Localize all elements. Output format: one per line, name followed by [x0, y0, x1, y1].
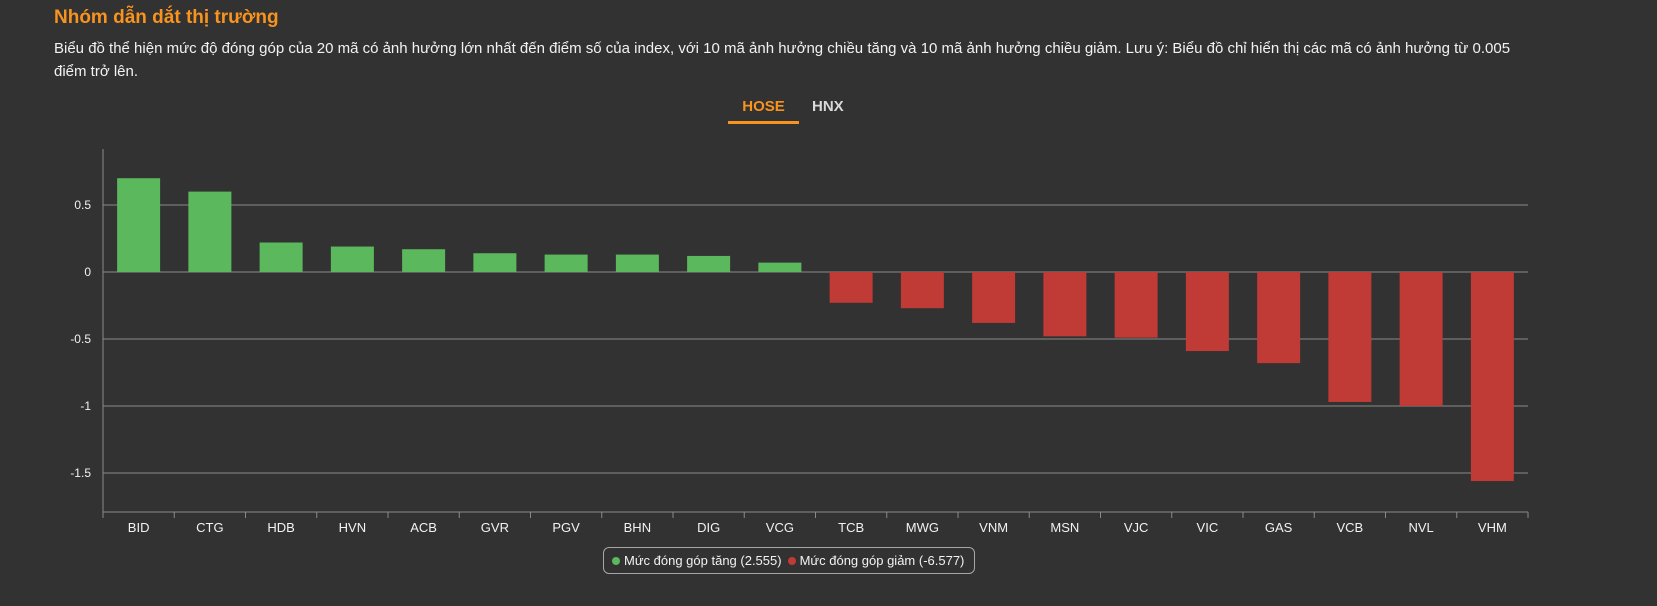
x-tick-label: VCG — [766, 520, 794, 535]
bar-hdb[interactable] — [259, 242, 303, 272]
bar-gas[interactable] — [1257, 272, 1301, 364]
tick-labels: 0.5 0 -0.5 -1 -1.5 BID CTG HDB HVN ACB GVR PGV BHN DI… — [70, 198, 1507, 535]
x-tick-label: VNM — [979, 520, 1008, 535]
x-tick-label: BHN — [624, 520, 651, 535]
bar-acb[interactable] — [402, 249, 446, 272]
bar-bhn[interactable] — [615, 254, 659, 272]
bar-tcb[interactable] — [829, 272, 873, 303]
bars — [117, 178, 1514, 482]
x-tick-label: BID — [128, 520, 150, 535]
x-tick-label: TCB — [838, 520, 864, 535]
bar-vic[interactable] — [1185, 272, 1229, 352]
positive-dot-icon — [612, 556, 620, 565]
exchange-tabs: HOSE HNX — [728, 94, 857, 126]
x-tick-label: NVL — [1408, 520, 1433, 535]
bar-ctg[interactable] — [188, 191, 232, 272]
x-tick-label: VJC — [1124, 520, 1149, 535]
bar-vnm[interactable] — [972, 272, 1016, 323]
x-tick-label: MSN — [1050, 520, 1079, 535]
axes — [102, 149, 1529, 518]
bar-mwg[interactable] — [900, 272, 944, 309]
y-tick-label: -0.5 — [70, 332, 91, 346]
bar-pgv[interactable] — [544, 254, 588, 272]
y-tick-label: -1.5 — [70, 466, 91, 480]
negative-dot-icon — [787, 556, 796, 565]
bar-nvl[interactable] — [1399, 272, 1443, 406]
panel-title: Nhóm dẫn dắt thị trường — [54, 7, 279, 28]
x-tick-label: MWG — [906, 520, 939, 535]
bar-msn[interactable] — [1043, 272, 1087, 337]
x-tick-label: CTG — [196, 520, 223, 535]
x-tick-label: PGV — [552, 520, 580, 535]
legend-positive-label: Mức đóng góp tăng (2.555) — [624, 553, 782, 568]
bar-dig[interactable] — [687, 255, 731, 272]
x-tick-label: DIG — [697, 520, 720, 535]
y-tick-label: 0 — [84, 265, 91, 279]
bar-bid[interactable] — [117, 178, 161, 272]
bar-gvr[interactable] — [473, 253, 517, 272]
tab-hose[interactable]: HOSE — [728, 94, 799, 124]
x-tick-label: VCB — [1337, 520, 1364, 535]
x-tick-label: GVR — [481, 520, 509, 535]
x-tick-label: HDB — [267, 520, 294, 535]
y-tick-label: -1 — [80, 399, 91, 413]
legend-item-positive[interactable]: Mức đóng góp tăng (2.555) — [612, 553, 782, 568]
y-tick-label: 0.5 — [74, 198, 91, 212]
bar-hvn[interactable] — [330, 246, 374, 272]
x-tick-label: GAS — [1265, 520, 1293, 535]
bar-vcg[interactable] — [758, 262, 802, 272]
gridlines — [103, 204, 1528, 474]
bar-vjc[interactable] — [1114, 272, 1158, 338]
chart-legend: Mức đóng góp tăng (2.555) Mức đóng góp g… — [603, 547, 976, 574]
x-tick-label: VHM — [1478, 520, 1507, 535]
tab-hnx[interactable]: HNX — [812, 98, 844, 115]
bar-vcb[interactable] — [1328, 272, 1372, 402]
x-tick-label: VIC — [1197, 520, 1219, 535]
x-tick-label: ACB — [410, 520, 437, 535]
x-tick-label: HVN — [339, 520, 366, 535]
legend-negative-label: Mức đóng góp giảm (-6.577) — [799, 553, 965, 568]
legend-item-negative[interactable]: Mức đóng góp giảm (-6.577) — [787, 553, 965, 568]
panel-description: Biểu đồ thể hiện mức độ đóng góp của 20 … — [54, 40, 1511, 80]
bar-vhm[interactable] — [1470, 272, 1514, 482]
